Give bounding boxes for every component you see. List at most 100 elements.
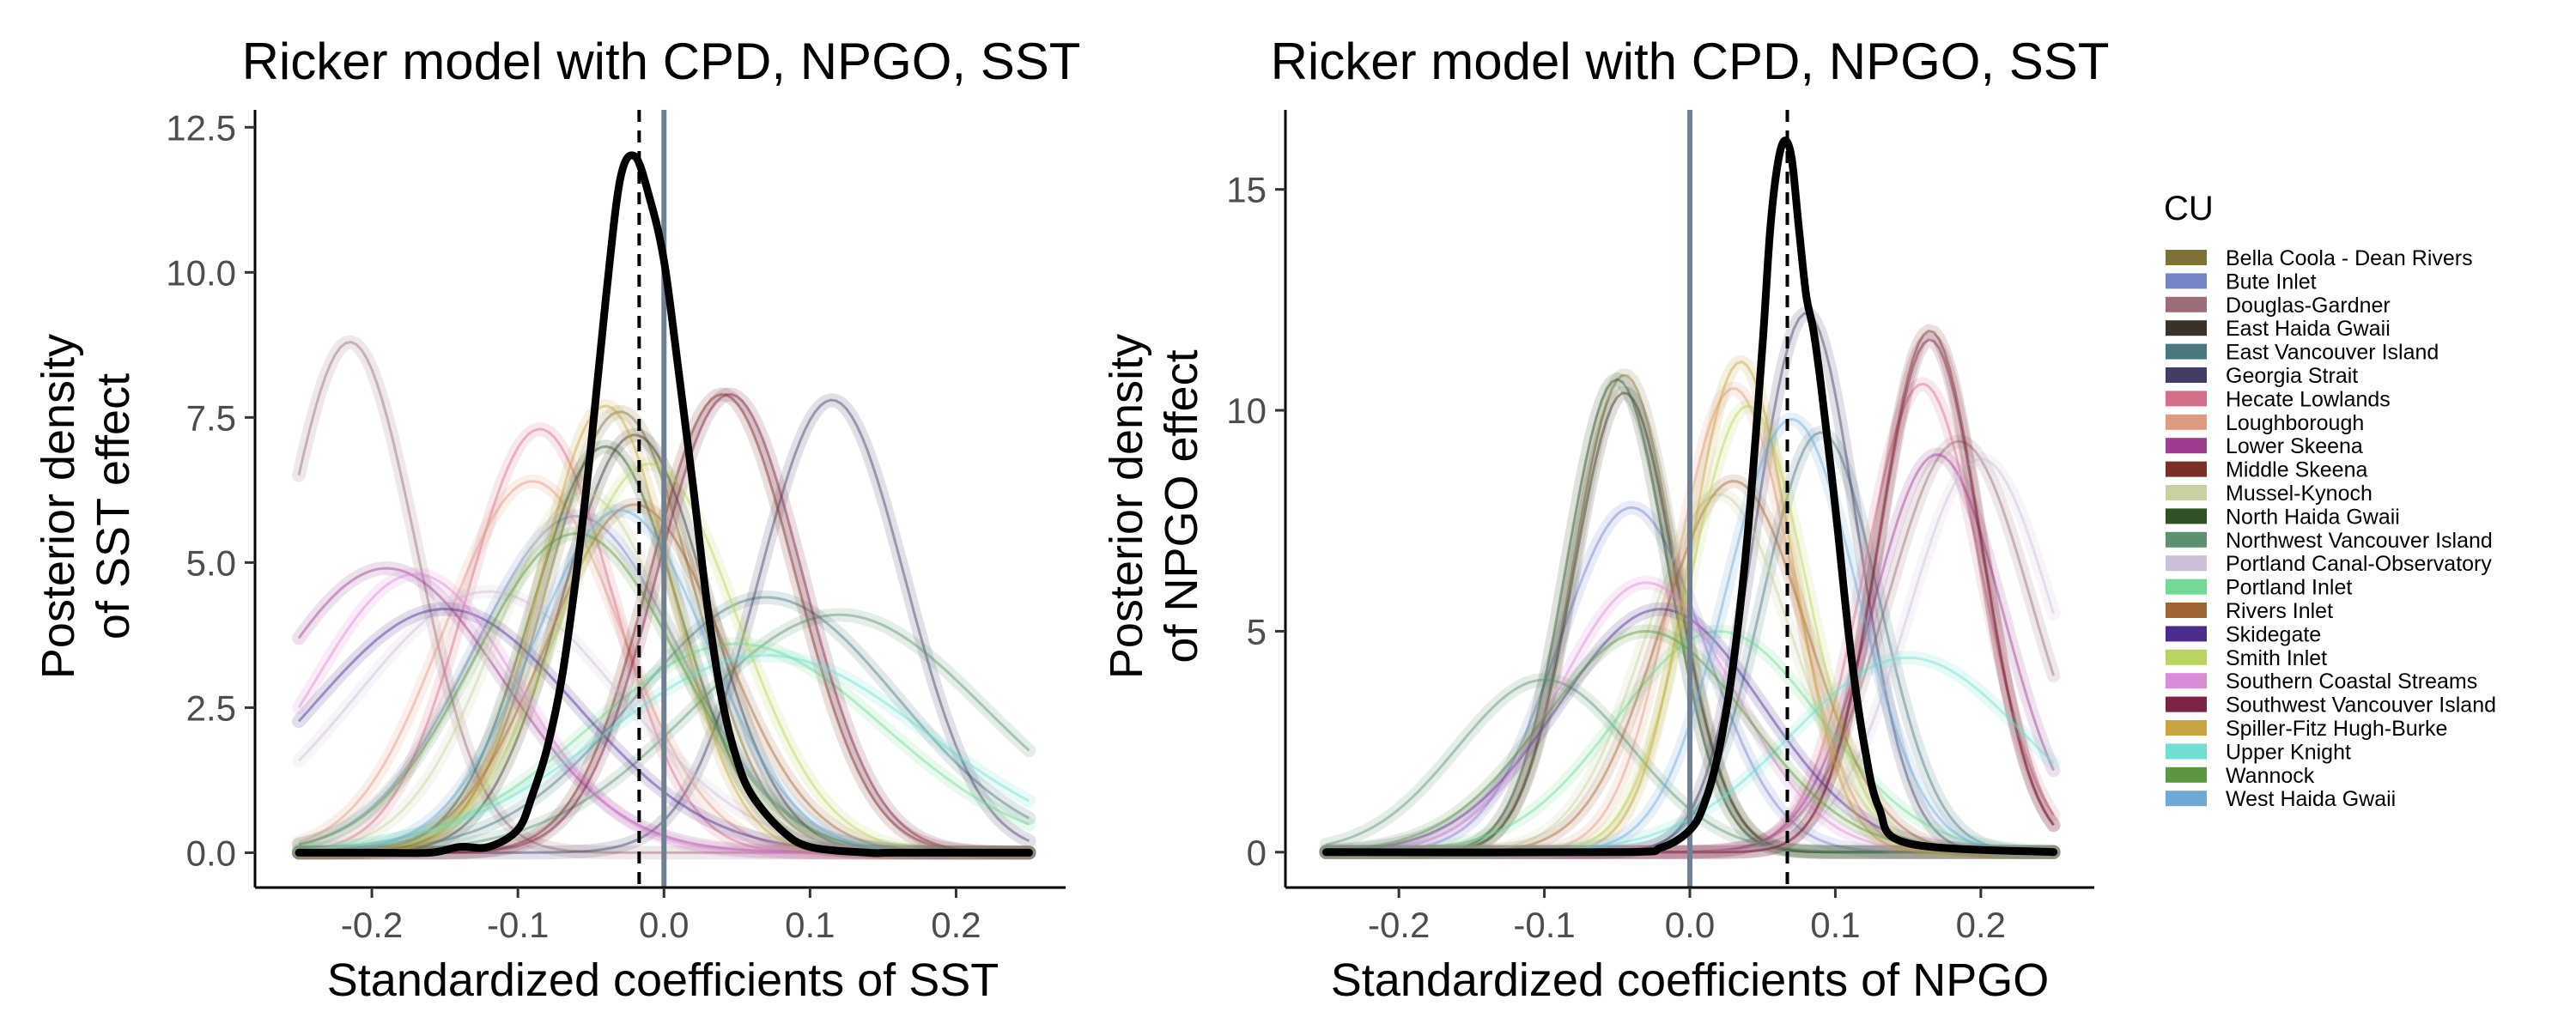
sst-x-tick-label: 0.2 — [931, 905, 981, 945]
sst-overall-density-curve — [295, 151, 1033, 857]
legend-label: East Haida Gwaii — [2226, 317, 2391, 341]
legend-label: Lower Skeena — [2226, 434, 2363, 458]
npgo-overall-density — [1321, 136, 2058, 857]
sst-plot-area: -0.2 -0.1 0.0 0.1 0.2 0.0 2.5 5.0 7.5 10.0 12.5 — [166, 107, 1066, 945]
npgo-x-tick-label: 0.0 — [1665, 905, 1715, 945]
npgo-x-axis-title: Standardized coefficients of NPGO — [1331, 954, 2049, 1006]
sst-reference-lines — [637, 110, 667, 888]
sst-y-tick-label: 10.0 — [166, 252, 236, 293]
legend-swatch — [2166, 367, 2207, 383]
legend-item-mussel-kynoch: Mussel-Kynoch — [2166, 482, 2372, 506]
legend-label: Northwest Vancouver Island — [2226, 529, 2493, 553]
legend-item-rivers-inlet: Rivers Inlet — [2166, 599, 2333, 623]
legend-label: North Haida Gwaii — [2226, 505, 2400, 529]
legend-item-west-haida-gwaii: West Haida Gwaii — [2166, 787, 2396, 811]
legend-swatch — [2166, 414, 2207, 430]
legend-item-east-haida-gwaii: East Haida Gwaii — [2166, 317, 2391, 341]
legend-item-northwest-vancouver-island: Northwest Vancouver Island — [2166, 529, 2493, 553]
npgo-x-tick-label: 0.2 — [1956, 905, 2006, 945]
legend-label: Bute Inlet — [2226, 270, 2317, 294]
sst-y-tick-label: 7.5 — [186, 397, 236, 438]
legend-label: Mussel-Kynoch — [2226, 482, 2372, 506]
legend-item-north-haida-gwaii: North Haida Gwaii — [2166, 505, 2400, 529]
legend-label: Rivers Inlet — [2226, 599, 2333, 623]
npgo-y-tick-label: 10 — [1226, 391, 1267, 431]
legend-item-douglas-gardner: Douglas-Gardner — [2166, 294, 2391, 318]
npgo-y-tick-label: 0 — [1247, 833, 1267, 873]
legend-title: CU — [2164, 190, 2214, 227]
npgo-ticks: -0.2 -0.1 0.0 0.1 0.2 0 5 10 15 — [1226, 170, 2006, 945]
legend-swatch — [2166, 626, 2207, 642]
legend-swatch — [2166, 485, 2207, 500]
npgo-reference-lines — [1687, 110, 1789, 888]
npgo-panel: Ricker model with CPD, NPGO, SST Posteri… — [1101, 33, 2109, 1006]
sst-x-tick-label: -0.1 — [487, 905, 549, 945]
legend-swatch — [2166, 508, 2207, 524]
legend-swatch — [2166, 649, 2207, 665]
sst-y-tick-label: 2.5 — [186, 688, 236, 728]
sst-x-tick-label: -0.2 — [341, 905, 403, 945]
legend-swatch — [2166, 766, 2207, 783]
legend-swatch — [2166, 696, 2207, 712]
sst-y-tick-label: 12.5 — [166, 107, 236, 148]
legend-label: Southwest Vancouver Island — [2226, 694, 2496, 718]
legend-swatch — [2166, 791, 2207, 807]
npgo-overall-density-curve — [1321, 136, 2058, 857]
sst-x-tick-label: 0.0 — [639, 905, 689, 945]
legend-item-bella-coola-dean-rivers: Bella Coola - Dean Rivers — [2166, 246, 2473, 270]
legend-swatch — [2166, 720, 2207, 736]
legend-label: Loughborough — [2226, 411, 2364, 435]
legend-swatch — [2166, 743, 2207, 760]
sst-y-tick-label: 0.0 — [186, 833, 236, 873]
legend-label: East Vancouver Island — [2226, 341, 2439, 365]
legend-swatch — [2166, 343, 2207, 360]
sst-y-axis-title-line2: of SST effect — [88, 373, 139, 639]
legend-label: Portland Canal-Observatory — [2226, 552, 2492, 576]
legend-label: Wannock — [2226, 764, 2315, 788]
legend-item-east-vancouver-island: East Vancouver Island — [2166, 341, 2439, 365]
legend-swatch — [2166, 391, 2207, 407]
sst-y-tick-label: 5.0 — [186, 542, 236, 583]
legend-swatch — [2166, 438, 2207, 454]
legend-item-upper-knight: Upper Knight — [2166, 740, 2351, 764]
npgo-y-tick-label: 15 — [1226, 170, 1267, 210]
legend-item-georgia-strait: Georgia Strait — [2166, 364, 2358, 388]
sst-y-axis-title-line1: Posterior density — [33, 334, 84, 679]
legend-label: Skidegate — [2226, 622, 2321, 646]
legend-swatch — [2166, 296, 2207, 312]
legend-swatch — [2166, 320, 2207, 336]
legend-label: Smith Inlet — [2226, 646, 2327, 670]
npgo-x-tick-label: -0.1 — [1513, 905, 1575, 945]
sst-y-axis-title: Posterior density of SST effect — [33, 334, 139, 679]
legend-label: Upper Knight — [2226, 740, 2351, 764]
npgo-y-axis-title: Posterior density of NPGO effect — [1101, 334, 1207, 679]
legend-swatch — [2166, 603, 2207, 618]
sst-overall-density — [295, 151, 1033, 857]
npgo-panel-title: Ricker model with CPD, NPGO, SST — [1271, 33, 2110, 90]
npgo-y-axis-title-line2: of NPGO effect — [1156, 349, 1207, 663]
legend-item-lower-skeena: Lower Skeena — [2166, 434, 2363, 458]
legend-item-southern-coastal-streams: Southern Coastal Streams — [2166, 670, 2477, 694]
sst-panel: Ricker model with CPD, NPGO, SST Posteri… — [33, 33, 1080, 1006]
sst-x-axis-title: Standardized coefficients of SST — [327, 954, 999, 1006]
legend-item-southwest-vancouver-island: Southwest Vancouver Island — [2166, 694, 2496, 718]
legend-label: Bella Coola - Dean Rivers — [2226, 246, 2473, 270]
legend-item-skidegate: Skidegate — [2166, 622, 2321, 646]
legend-label: Portland Inlet — [2226, 576, 2352, 600]
legend-swatch — [2166, 461, 2207, 477]
npgo-x-tick-label: 0.1 — [1810, 905, 1860, 945]
legend-item-middle-skeena: Middle Skeena — [2166, 458, 2367, 482]
legend-item-bute-inlet: Bute Inlet — [2166, 270, 2317, 294]
npgo-y-axis-title-line1: Posterior density — [1101, 334, 1152, 679]
legend-label: Spiller-Fitz Hugh-Burke — [2226, 717, 2447, 741]
legend-label: Hecate Lowlands — [2226, 387, 2391, 411]
legend-swatch — [2166, 273, 2207, 289]
legend-item-portland-inlet: Portland Inlet — [2166, 576, 2352, 600]
legend-item-spiller-fitz-hugh-burke: Spiller-Fitz Hugh-Burke — [2166, 717, 2447, 741]
legend-label: Southern Coastal Streams — [2226, 670, 2477, 694]
legend-item-loughborough: Loughborough — [2166, 411, 2364, 435]
legend-label: West Haida Gwaii — [2226, 787, 2396, 811]
